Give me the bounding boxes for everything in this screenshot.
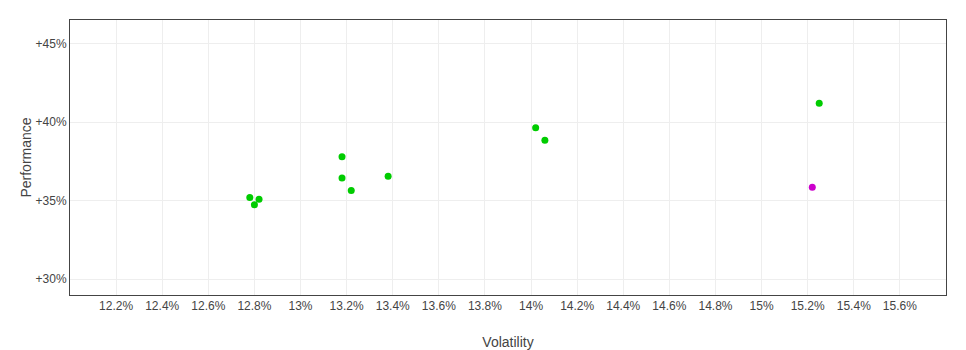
- svg-text:14%: 14%: [519, 299, 543, 313]
- svg-text:13.6%: 13.6%: [422, 299, 456, 313]
- svg-text:15.6%: 15.6%: [883, 299, 917, 313]
- svg-text:+45%: +45%: [36, 37, 67, 51]
- svg-text:13%: 13%: [289, 299, 313, 313]
- svg-text:+35%: +35%: [36, 194, 67, 208]
- svg-text:14.6%: 14.6%: [652, 299, 686, 313]
- svg-text:13.4%: 13.4%: [376, 299, 410, 313]
- svg-text:15%: 15%: [750, 299, 774, 313]
- svg-text:Performance: Performance: [18, 117, 34, 197]
- svg-text:13.8%: 13.8%: [468, 299, 502, 313]
- svg-text:12.8%: 12.8%: [237, 299, 271, 313]
- svg-text:15.2%: 15.2%: [791, 299, 825, 313]
- svg-text:14.2%: 14.2%: [560, 299, 594, 313]
- svg-text:15.4%: 15.4%: [837, 299, 871, 313]
- svg-text:14.8%: 14.8%: [698, 299, 732, 313]
- svg-text:12.6%: 12.6%: [191, 299, 225, 313]
- svg-text:Volatility: Volatility: [482, 334, 533, 350]
- svg-text:+30%: +30%: [36, 272, 67, 286]
- svg-text:13.2%: 13.2%: [330, 299, 364, 313]
- svg-text:12.4%: 12.4%: [145, 299, 179, 313]
- svg-text:+40%: +40%: [36, 115, 67, 129]
- svg-text:12.2%: 12.2%: [99, 299, 133, 313]
- svg-text:14.4%: 14.4%: [606, 299, 640, 313]
